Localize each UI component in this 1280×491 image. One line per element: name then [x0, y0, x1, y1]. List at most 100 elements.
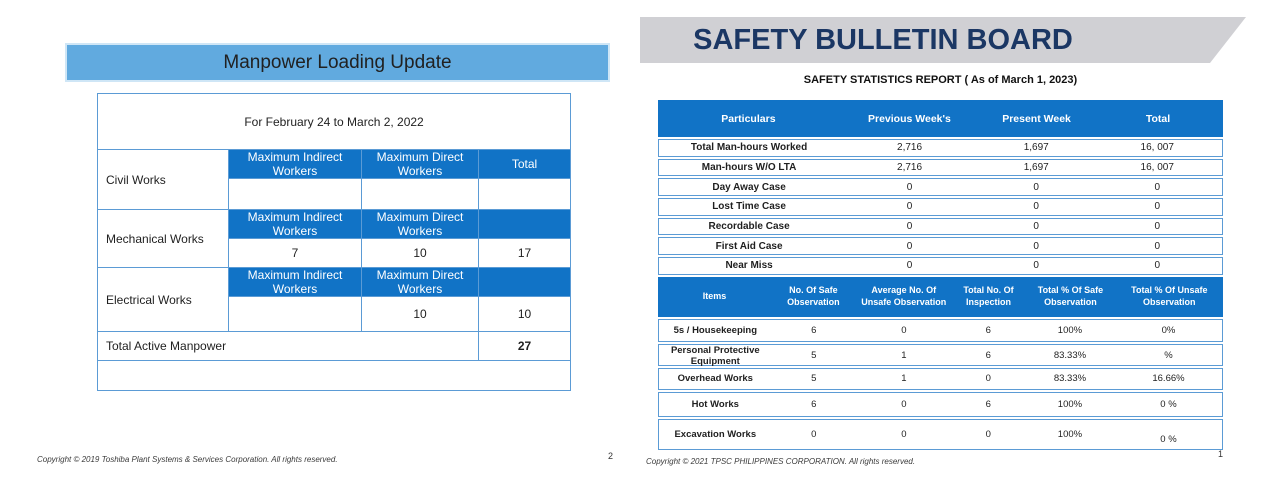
- slide1-title-banner: Manpower Loading Update: [65, 43, 610, 82]
- slide-safety-bulletin: SAFETY BULLETIN BOARD SAFETY STATISTICS …: [640, 0, 1280, 491]
- cell-value: 0: [1154, 181, 1161, 193]
- safety-statistics-table: Particulars Previous Week's Present Week…: [658, 100, 1223, 450]
- cell-value: 0: [1033, 260, 1039, 272]
- cell-value: 0: [906, 240, 913, 252]
- cell-value: 6: [985, 398, 991, 410]
- cell-value: 83.33%: [1053, 350, 1087, 362]
- row-label: Personal Protective Equipment: [670, 344, 760, 367]
- cell-value: 16, 007: [1140, 162, 1174, 174]
- obs-header-avg-unsafe: Average No. Of Unsafe Observation: [861, 285, 947, 307]
- obs-header-pct-safe: Total % Of Safe Observation: [1037, 285, 1104, 307]
- cell-value: 100%: [1057, 324, 1083, 336]
- table-row: Total Active Manpower 27: [97, 331, 572, 361]
- table-row: Near Miss 0 0 0: [658, 257, 1223, 275]
- stats-header-present-week: Present Week: [1002, 112, 1071, 125]
- group-label-electrical: Electrical Works: [97, 267, 229, 332]
- table-row: Excavation Works 0 0 0 100% 0 %: [658, 418, 1223, 450]
- col-header-direct: Maximum Direct Workers: [361, 209, 479, 239]
- col-header-total: Total: [477, 149, 572, 179]
- table-row: For February 24 to March 2, 2022: [96, 93, 572, 150]
- cell-value: 2,716: [897, 142, 923, 154]
- cell-value: 1: [901, 373, 907, 385]
- col-header-indirect: Maximum Indirect Workers: [228, 149, 362, 179]
- manpower-table: For February 24 to March 2, 2022 Civil W…: [96, 93, 572, 391]
- cell-value: 0: [985, 373, 991, 385]
- col-header-direct: Maximum Direct Workers: [361, 149, 479, 179]
- row-label: Hot Works: [691, 398, 739, 410]
- cell-value: 100%: [1057, 428, 1083, 440]
- cell-value: 6: [811, 398, 817, 410]
- stats-header-total: Total: [1145, 112, 1171, 125]
- row-label: 5s / Housekeeping: [673, 324, 757, 336]
- blue-cell-empty: [477, 209, 572, 239]
- cell-value: 0: [906, 221, 913, 233]
- cell-value: 1,697: [1023, 142, 1049, 154]
- cell-value: 0: [1154, 260, 1161, 272]
- cell-value: 0: [1033, 181, 1039, 193]
- table-row: First Aid Case 0 0 0: [658, 237, 1223, 256]
- table-row: Personal Protective Equipment 5 1 6 83.3…: [658, 343, 1223, 367]
- slide-manpower-loading: Manpower Loading Update For February 24 …: [37, 43, 614, 464]
- cell-value: 1,697: [1023, 162, 1049, 174]
- row-label: Near Miss: [725, 260, 773, 272]
- civil-total-value: [477, 178, 572, 210]
- cell-value: 6: [985, 350, 991, 362]
- cell-value: %: [1164, 350, 1173, 362]
- table-row: Total Man-hours Worked 2,716 1,697 16, 0…: [658, 139, 1223, 157]
- table-row: Man-hours W/O LTA 2,716 1,697 16, 007: [658, 158, 1223, 177]
- cell-value: 100%: [1057, 398, 1083, 410]
- electrical-direct-value: 10: [361, 296, 479, 332]
- cell-value: 5: [811, 373, 817, 385]
- slide1-title: Manpower Loading Update: [223, 51, 452, 73]
- cell-value: 0: [906, 260, 913, 272]
- cell-value: 0: [811, 428, 817, 440]
- page-number: 2: [608, 451, 614, 461]
- obs-header-pct-unsafe: Total % Of Unsafe Observation: [1131, 285, 1208, 307]
- cell-value: 0: [906, 181, 913, 193]
- cell-value: 6: [985, 324, 991, 336]
- cell-value: 0: [901, 398, 907, 410]
- row-label: Excavation Works: [674, 428, 757, 440]
- cell-value: 0: [901, 324, 907, 336]
- cell-value: 0: [906, 201, 913, 213]
- table-row: Civil Works Maximum Indirect Workers Max…: [97, 149, 572, 210]
- electrical-total-value: 10: [477, 296, 572, 332]
- cell-value: 5: [811, 350, 817, 362]
- row-label: Recordable Case: [708, 221, 790, 233]
- blue-cell-empty: [477, 267, 572, 297]
- col-header-direct: Maximum Direct Workers: [361, 267, 479, 297]
- obs-header-safe-observation: No. Of Safe Observation: [787, 285, 840, 307]
- cell-value: 0: [1033, 201, 1039, 213]
- obs-header-total-inspection: Total No. Of Inspection: [963, 285, 1014, 307]
- table-row: Hot Works 6 0 6 100% 0 %: [658, 391, 1223, 417]
- col-header-indirect: Maximum Indirect Workers: [228, 267, 362, 297]
- stats-header-row: Particulars Previous Week's Present Week…: [658, 100, 1223, 137]
- cell-value: 0: [1154, 201, 1161, 213]
- electrical-indirect-value: [228, 296, 362, 332]
- row-label: First Aid Case: [715, 240, 783, 252]
- cell-value: 83.33%: [1053, 373, 1087, 385]
- civil-direct-value: [361, 178, 479, 210]
- cell-value: 0: [1033, 240, 1039, 252]
- table-row: Recordable Case 0 0 0: [658, 217, 1223, 236]
- cell-value: 16.66%: [1152, 373, 1185, 385]
- total-active-manpower-label: Total Active Manpower: [97, 331, 479, 361]
- obs-header-items: Items: [702, 290, 727, 301]
- group-label-mechanical: Mechanical Works: [97, 209, 229, 268]
- row-label: Total Man-hours Worked: [690, 142, 808, 154]
- cell-value: 16, 007: [1140, 142, 1174, 154]
- cell-value: 6: [811, 324, 817, 336]
- col-header-indirect: Maximum Indirect Workers: [228, 209, 362, 239]
- cell-value: 0: [1154, 221, 1161, 233]
- cell-value: 0: [1154, 240, 1161, 252]
- cell-value: 1: [901, 350, 907, 362]
- safety-statistics-subtitle: SAFETY STATISTICS REPORT ( As of March 1…: [803, 74, 1078, 86]
- table-row: 5s / Housekeeping 6 0 6 100% 0%: [658, 318, 1223, 342]
- table-row: Electrical Works Maximum Indirect Worker…: [97, 267, 572, 332]
- stats-header-previous-week: Previous Week's: [867, 112, 951, 125]
- cell-value: 0 %: [1160, 398, 1177, 410]
- civil-indirect-value: [228, 178, 362, 210]
- mechanical-indirect-value: 7: [228, 238, 362, 268]
- copyright-footer: Copyright © 2019 Toshiba Plant Systems &…: [37, 455, 338, 464]
- row-label: Overhead Works: [677, 373, 753, 385]
